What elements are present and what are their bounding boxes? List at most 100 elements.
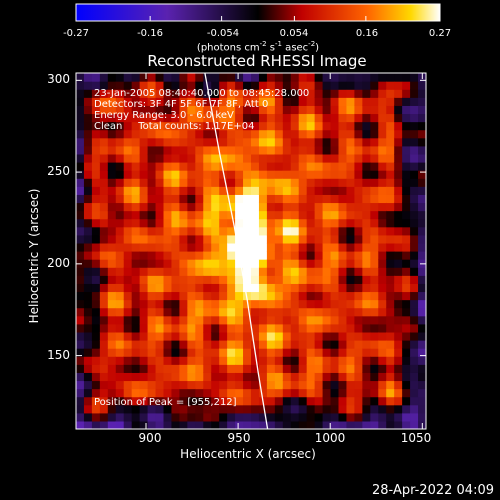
- heatmap-cell: [322, 348, 332, 357]
- heatmap-cell: [258, 121, 268, 131]
- heatmap-cell: [386, 202, 395, 212]
- heatmap-cell: [76, 348, 85, 357]
- heatmap-cell: [290, 105, 300, 115]
- heatmap-cell: [346, 364, 356, 373]
- heatmap-cell: [195, 291, 204, 301]
- heatmap-cell: [211, 340, 220, 349]
- heatmap-cell: [235, 202, 244, 212]
- heatmap-cell: [370, 267, 379, 276]
- heatmap-cell: [378, 89, 387, 98]
- heatmap-cell: [195, 340, 204, 349]
- heatmap-cell: [306, 97, 316, 106]
- heatmap-cell: [410, 259, 419, 268]
- heatmap-cell: [370, 105, 379, 115]
- heatmap-cell: [171, 73, 181, 82]
- heatmap-cell: [394, 315, 403, 325]
- heatmap-cell: [163, 178, 173, 187]
- heatmap-cell: [378, 259, 387, 268]
- heatmap-cell: [235, 186, 244, 195]
- heatmap-cell: [76, 73, 85, 82]
- heatmap-cell: [378, 170, 387, 179]
- heatmap-cell: [131, 234, 141, 244]
- heatmap-cell: [370, 137, 379, 147]
- heatmap-cell: [187, 145, 196, 155]
- heatmap-cell: [147, 73, 157, 82]
- heatmap-cell: [386, 162, 395, 171]
- heatmap-cell: [195, 364, 204, 373]
- heatmap-cell: [274, 291, 284, 301]
- heatmap-cell: [139, 323, 149, 333]
- heatmap-cell: [83, 267, 93, 276]
- heatmap-cell: [99, 218, 109, 228]
- heatmap-cell: [91, 226, 101, 236]
- heatmap-cell: [338, 404, 348, 414]
- heatmap-cell: [155, 396, 165, 406]
- heatmap-cell: [330, 291, 340, 301]
- heatmap-cell: [203, 283, 212, 293]
- heatmap-cell: [123, 404, 133, 414]
- heatmap-cell: [338, 388, 348, 398]
- heatmap-cell: [330, 259, 340, 268]
- heatmap-cell: [410, 234, 419, 244]
- heatmap-cell: [139, 137, 149, 147]
- heatmap-cell: [266, 267, 276, 276]
- heatmap-cell: [235, 331, 244, 341]
- heatmap-cell: [338, 340, 348, 349]
- heatmap-cell: [314, 372, 324, 382]
- heatmap-cell: [330, 97, 340, 106]
- heatmap-cell: [282, 283, 292, 293]
- heatmap-cell: [410, 388, 419, 398]
- heatmap-cell: [91, 251, 101, 260]
- heatmap-cell: [362, 170, 371, 179]
- heatmap-cell: [266, 315, 276, 325]
- heatmap-cell: [394, 267, 403, 276]
- heatmap-cell: [370, 275, 379, 284]
- heatmap-cell: [258, 81, 268, 90]
- heatmap-cell: [410, 186, 419, 195]
- heatmap-cell: [322, 202, 332, 212]
- heatmap-cell: [330, 121, 340, 131]
- heatmap-cell: [179, 267, 188, 276]
- heatmap-cell: [290, 194, 300, 204]
- heatmap-cell: [338, 153, 348, 163]
- heatmap-cell: [243, 105, 252, 115]
- heatmap-cell: [306, 364, 316, 373]
- heatmap-cell: [394, 380, 403, 390]
- heatmap-cell: [195, 170, 204, 179]
- heatmap-cell: [211, 267, 220, 276]
- heatmap-cell: [306, 315, 316, 325]
- heatmap-cell: [354, 178, 363, 187]
- heatmap-cell: [235, 299, 244, 309]
- heatmap-cell: [139, 186, 149, 195]
- heatmap-cell: [402, 170, 411, 179]
- heatmap-cell: [322, 251, 332, 260]
- heatmap-cell: [147, 178, 157, 187]
- heatmap-cell: [76, 105, 85, 115]
- heatmap-cell: [378, 73, 387, 82]
- heatmap-cell: [155, 412, 165, 422]
- heatmap-cell: [163, 275, 173, 284]
- heatmap-cell: [322, 73, 332, 82]
- heatmap-cell: [258, 307, 268, 317]
- heatmap-cell: [115, 242, 125, 252]
- heatmap-cell: [243, 242, 252, 252]
- heatmap-cell: [115, 299, 125, 309]
- heatmap-cell: [195, 162, 204, 171]
- heatmap-cell: [330, 81, 340, 90]
- heatmap-cell: [227, 420, 236, 429]
- heatmap-cell: [115, 396, 125, 406]
- heatmap-cell: [274, 299, 284, 309]
- heatmap-cell: [76, 372, 85, 382]
- heatmap-cell: [76, 267, 85, 276]
- heatmap-cell: [179, 242, 188, 252]
- heatmap-cell: [171, 267, 181, 276]
- heatmap-cell: [123, 372, 133, 382]
- heatmap-cell: [354, 412, 363, 422]
- heatmap-cell: [298, 170, 308, 179]
- heatmap-cell: [91, 315, 101, 325]
- heatmap-cell: [402, 137, 411, 147]
- heatmap-cell: [227, 89, 236, 98]
- heatmap-cell: [370, 356, 379, 365]
- heatmap-cell: [378, 356, 387, 365]
- heatmap-cell: [131, 121, 141, 131]
